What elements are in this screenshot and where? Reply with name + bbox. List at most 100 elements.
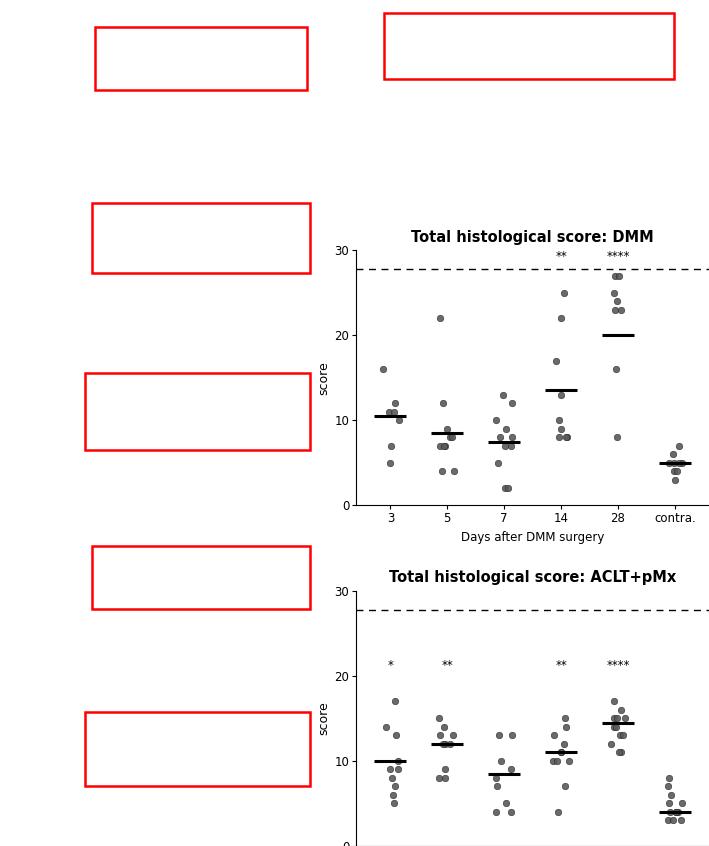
Point <box>551 754 562 767</box>
Point <box>560 431 571 444</box>
Point <box>435 311 446 325</box>
Text: E.Day 28: E.Day 28 <box>11 829 65 839</box>
Point <box>669 473 681 486</box>
Point <box>555 745 566 759</box>
Point <box>558 286 569 299</box>
Title: Total histological score: DMM: Total histological score: DMM <box>411 230 654 244</box>
Point <box>608 286 620 299</box>
Point <box>506 397 518 410</box>
Text: B.Day 5: B.Day 5 <box>11 320 58 330</box>
Bar <box>91 546 311 609</box>
Point <box>561 720 572 733</box>
Point <box>668 448 679 461</box>
Title: Total histological score: ACLT+pMx: Total histological score: ACLT+pMx <box>389 570 676 585</box>
Point <box>384 405 395 419</box>
Point <box>438 720 450 733</box>
Point <box>434 728 445 742</box>
Point <box>377 362 389 376</box>
Point <box>550 354 562 367</box>
Point <box>612 431 623 444</box>
Point <box>437 737 449 750</box>
Text: **: ** <box>555 659 567 672</box>
Point <box>559 711 571 725</box>
Bar <box>91 203 311 273</box>
Point <box>672 805 683 819</box>
Bar <box>95 27 307 91</box>
Point <box>613 269 625 283</box>
Point <box>663 797 674 810</box>
Point <box>393 754 404 767</box>
Point <box>505 805 516 819</box>
Point <box>662 780 674 794</box>
Point <box>553 414 564 427</box>
Point <box>437 464 448 478</box>
Point <box>506 431 518 444</box>
Point <box>491 772 502 785</box>
Point <box>608 695 620 708</box>
Point <box>503 481 514 495</box>
Point <box>447 728 459 742</box>
Point <box>447 431 458 444</box>
Point <box>555 422 566 436</box>
Point <box>501 422 512 436</box>
Y-axis label: score: score <box>318 701 330 735</box>
Point <box>615 745 627 759</box>
Point <box>494 431 506 444</box>
Point <box>393 763 404 777</box>
Point <box>547 754 558 767</box>
Point <box>496 754 507 767</box>
Point <box>386 439 397 453</box>
Point <box>548 728 559 742</box>
Point <box>562 431 573 444</box>
Point <box>610 720 622 733</box>
Point <box>674 456 685 470</box>
Point <box>384 763 396 777</box>
Point <box>614 728 625 742</box>
Point <box>389 780 401 794</box>
Text: D.Day 14: D.Day 14 <box>11 660 67 670</box>
Point <box>492 456 503 470</box>
Point <box>558 737 569 750</box>
Point <box>556 745 567 759</box>
Point <box>665 805 676 819</box>
Text: **: ** <box>555 250 567 263</box>
Point <box>617 728 628 742</box>
Point <box>490 805 501 819</box>
Point <box>380 720 391 733</box>
Text: A.Day 3: A.Day 3 <box>11 151 59 161</box>
Point <box>493 728 505 742</box>
Point <box>668 456 679 470</box>
Point <box>555 388 566 402</box>
Point <box>668 464 679 478</box>
Point <box>491 414 502 427</box>
Y-axis label: score: score <box>318 361 330 394</box>
Point <box>445 431 456 444</box>
Point <box>620 711 631 725</box>
Point <box>553 431 564 444</box>
Text: 500μm: 500μm <box>299 146 321 151</box>
Point <box>675 814 686 827</box>
Point <box>611 294 623 308</box>
Point <box>555 311 566 325</box>
Point <box>389 397 401 410</box>
Point <box>676 456 688 470</box>
Bar <box>384 14 674 79</box>
Point <box>608 711 619 725</box>
Point <box>442 422 453 436</box>
Point <box>671 805 682 819</box>
Point <box>389 405 400 419</box>
Point <box>501 797 512 810</box>
Point <box>439 763 450 777</box>
Point <box>605 737 616 750</box>
Point <box>676 797 688 810</box>
Point <box>664 456 675 470</box>
Point <box>499 439 510 453</box>
Point <box>389 695 401 708</box>
Bar <box>84 373 311 450</box>
X-axis label: Days after DMM surgery: Days after DMM surgery <box>461 530 604 544</box>
Point <box>491 780 503 794</box>
Text: ****: **** <box>606 250 630 263</box>
Point <box>612 711 623 725</box>
Point <box>506 439 517 453</box>
Point <box>610 303 621 316</box>
